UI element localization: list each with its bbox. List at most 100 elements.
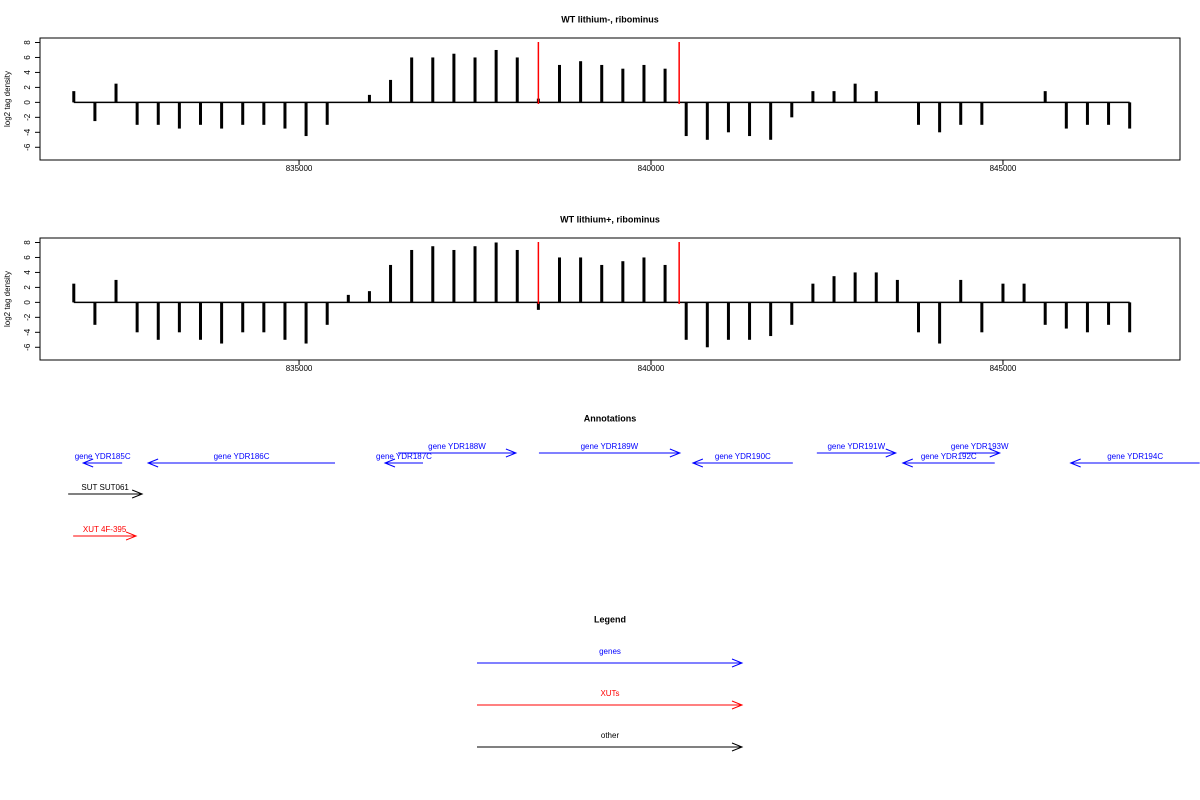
legend-label: genes: [599, 647, 621, 656]
density-bar: [600, 264, 604, 303]
density-bar: [705, 102, 709, 140]
density-bar: [579, 61, 583, 103]
density-bar: [1107, 302, 1111, 325]
feature-label: XUT 4F-395: [83, 525, 127, 534]
density-bar: [452, 249, 456, 303]
density-bar: [726, 102, 730, 133]
density-bar: [156, 302, 160, 340]
legend-arrow-head: [731, 742, 744, 752]
density-bar: [220, 302, 224, 344]
density-bar: [748, 302, 752, 340]
density-bar: [135, 102, 139, 125]
y-tick-label: 4: [23, 270, 32, 275]
density-bar: [1001, 283, 1005, 303]
density-bar: [283, 302, 287, 340]
y-axis-label: log2 tag density: [3, 271, 12, 327]
density-bar: [895, 279, 899, 303]
density-bar: [1128, 302, 1132, 333]
y-tick-label: 6: [23, 55, 32, 60]
density-bar: [726, 302, 730, 340]
legend-label: other: [601, 731, 620, 740]
feature-label: gene YDR188W: [428, 442, 486, 451]
density-bar: [579, 257, 583, 303]
density-bar: [790, 302, 794, 325]
x-tick-label: 845000: [990, 364, 1017, 373]
density-bar: [1107, 102, 1111, 125]
density-bar: [1064, 102, 1068, 129]
density-bar: [959, 279, 963, 303]
feature-arrow-head: [131, 489, 144, 499]
density-bar: [874, 272, 878, 303]
density-bar: [93, 302, 97, 325]
legend-label: XUTs: [600, 689, 619, 698]
y-tick-label: -4: [23, 328, 32, 336]
y-tick-label: -2: [23, 313, 32, 321]
density-bar: [621, 261, 625, 303]
density-bar: [959, 102, 963, 125]
density-bar: [1043, 91, 1047, 103]
density-bar: [938, 102, 942, 133]
density-bar: [410, 57, 414, 103]
feature-arrow-head: [885, 448, 898, 458]
density-bar: [705, 302, 709, 348]
density-bar: [494, 242, 498, 303]
density-bar: [663, 68, 667, 103]
density-bar: [790, 102, 794, 118]
density-bar: [283, 102, 287, 129]
y-axis-label: log2 tag density: [3, 71, 12, 127]
density-bar: [769, 102, 773, 140]
density-bar: [557, 64, 561, 103]
density-bar: [1085, 102, 1089, 125]
density-bar: [389, 79, 393, 103]
x-tick-label: 835000: [286, 364, 313, 373]
feature-arrow-head: [81, 458, 94, 468]
density-bar: [980, 302, 984, 333]
plot-box: [39, 37, 1181, 161]
density-bar: [389, 264, 393, 303]
density-bar: [748, 102, 752, 137]
density-bar: [938, 302, 942, 344]
plot-box: [39, 237, 1181, 361]
feature-arrow-head: [383, 458, 396, 468]
density-bar: [1085, 302, 1089, 333]
feature-arrow-head: [505, 448, 518, 458]
feature-arrow-head: [901, 458, 913, 468]
density-bar: [536, 302, 540, 310]
panel-title: WT lithium-, ribominus: [561, 14, 659, 24]
x-tick-label: 840000: [638, 364, 665, 373]
density-bar: [1064, 302, 1068, 329]
density-bar: [684, 302, 688, 340]
density-bar: [262, 102, 266, 125]
density-bar: [325, 102, 329, 125]
legend-arrow-head: [731, 700, 744, 710]
feature-label: gene YDR191W: [827, 442, 885, 451]
density-bar: [853, 272, 857, 303]
density-bar: [177, 302, 181, 333]
feature-label: gene YDR194C: [1107, 452, 1163, 461]
density-bar: [663, 264, 667, 303]
y-tick-label: 2: [23, 85, 32, 90]
legend-arrow-head: [731, 658, 744, 668]
density-bar: [515, 57, 519, 103]
density-bar: [621, 68, 625, 103]
feature-arrow-head: [691, 458, 704, 468]
density-bar: [410, 249, 414, 303]
x-tick-label: 845000: [990, 164, 1017, 173]
density-bar: [642, 257, 646, 303]
density-bar: [135, 302, 139, 333]
density-bar: [1128, 102, 1132, 129]
y-tick-label: -6: [23, 343, 32, 351]
density-bar: [916, 102, 920, 125]
y-tick-label: 0: [23, 100, 32, 105]
density-bar: [241, 302, 245, 333]
feature-arrow-head: [146, 458, 159, 468]
density-bar: [874, 91, 878, 103]
density-bar: [980, 102, 984, 125]
feature-label: gene YDR192C: [921, 452, 977, 461]
feature-label: SUT SUT061: [81, 483, 129, 492]
density-bar: [262, 302, 266, 333]
density-bar: [304, 302, 308, 344]
panel-title: WT lithium+, ribominus: [560, 214, 660, 224]
